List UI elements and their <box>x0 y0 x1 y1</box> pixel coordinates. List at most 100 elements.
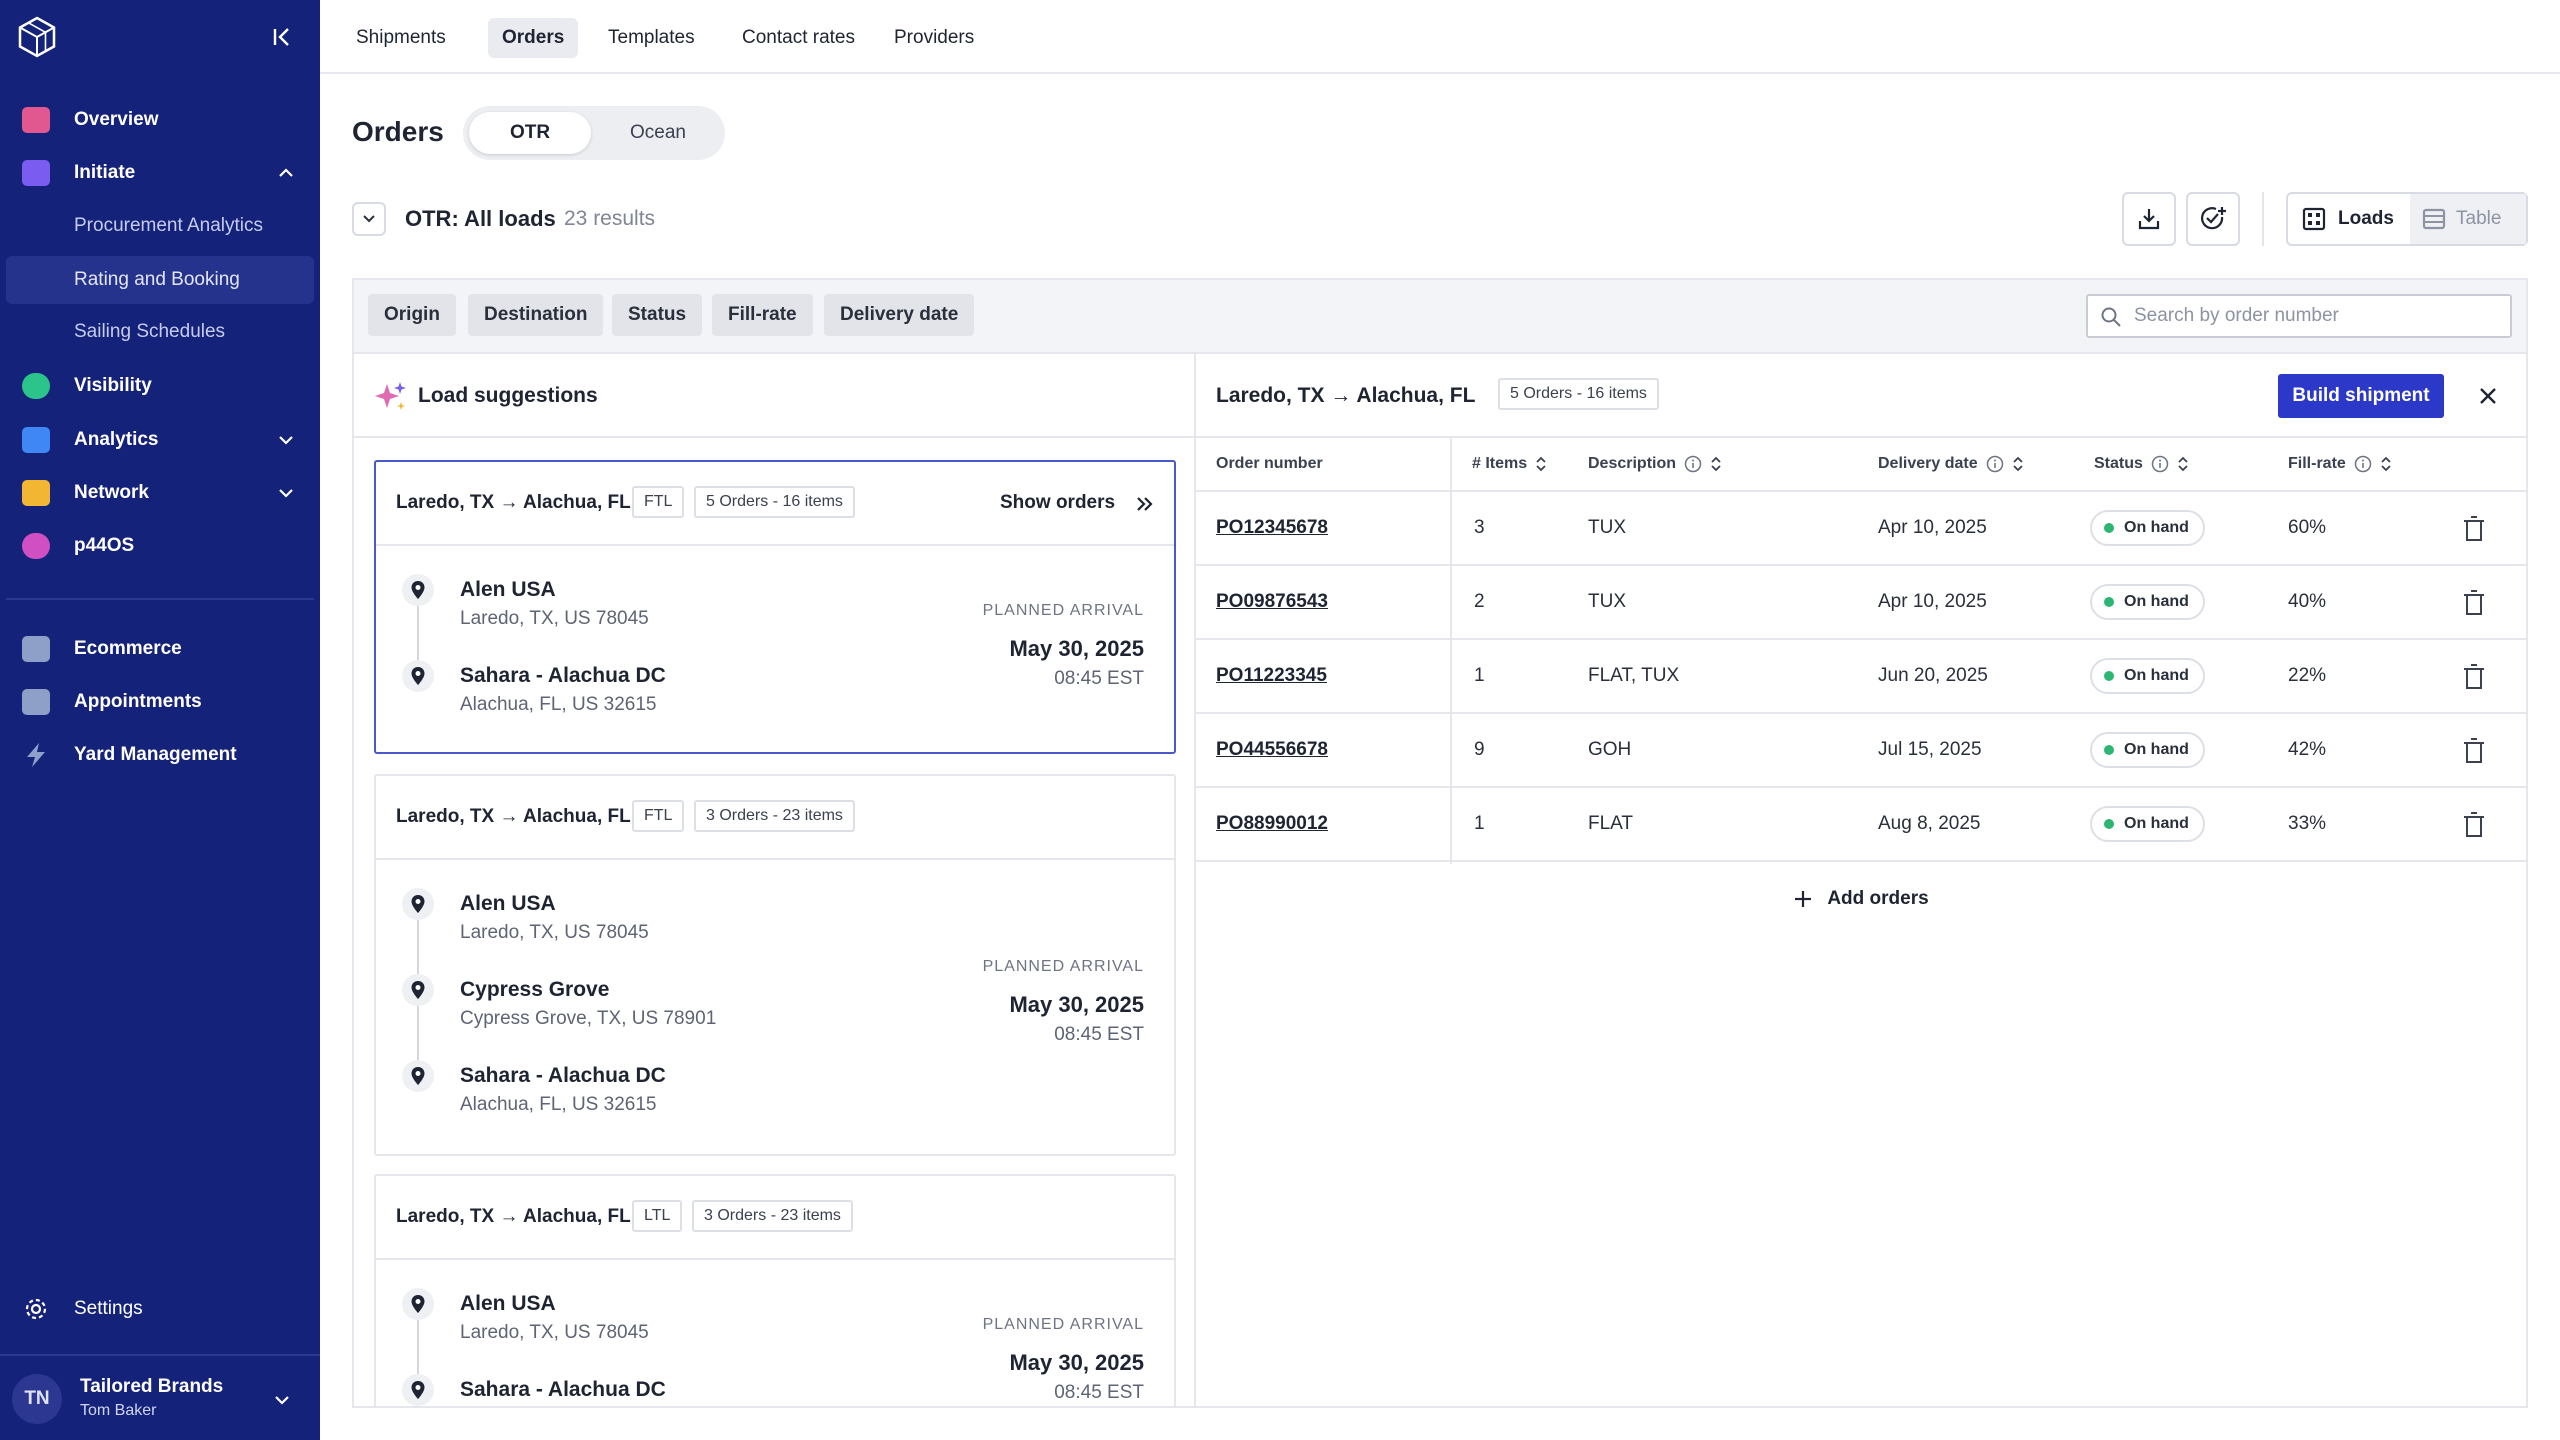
double-chevron-right-icon[interactable] <box>1134 494 1154 514</box>
trash-icon[interactable] <box>2462 812 2486 838</box>
view-table[interactable]: Table <box>2410 194 2526 244</box>
status-label: On hand <box>2124 519 2189 536</box>
load-card[interactable]: Laredo, TX → Alachua, FL LTL 3 Orders - … <box>374 1174 1176 1406</box>
location-pin-icon <box>402 888 434 920</box>
load-card[interactable]: Laredo, TX → Alachua, FL FTL 5 Orders - … <box>374 460 1176 754</box>
user-menu[interactable]: TN Tailored Brands Tom Baker <box>0 1354 320 1440</box>
description-cell: TUX <box>1588 591 1626 612</box>
load-card[interactable]: Laredo, TX → Alachua, FL FTL 3 Orders - … <box>374 774 1176 1156</box>
stop-name: Sahara - Alachua DC <box>460 664 666 687</box>
collapse-sidebar-icon[interactable] <box>270 24 296 50</box>
status-label: On hand <box>2124 815 2189 832</box>
trash-icon[interactable] <box>2462 664 2486 690</box>
nav-label: Overview <box>74 109 159 130</box>
nav-settings[interactable]: Settings <box>0 1283 320 1335</box>
check-add-icon <box>2201 207 2226 230</box>
order-link[interactable]: PO44556678 <box>1216 739 1328 760</box>
download-button[interactable] <box>2122 192 2176 246</box>
stop-address: Cypress Grove, TX, US 78901 <box>460 1008 717 1029</box>
nav-analytics[interactable]: Analytics <box>0 414 320 466</box>
filter-fill-rate[interactable]: Fill-rate <box>712 294 813 336</box>
stop-connector <box>417 604 419 674</box>
sub-item-procurement-analytics[interactable]: Procurement Analytics <box>6 202 314 250</box>
nav-initiate[interactable]: Initiate <box>0 147 320 199</box>
load-summary-tag: 5 Orders - 16 items <box>694 486 855 518</box>
chevron-up-icon <box>279 168 293 177</box>
tab-shipments[interactable]: Shipments <box>356 27 446 48</box>
tab-templates[interactable]: Templates <box>608 27 695 48</box>
filter-toggle-button[interactable] <box>352 202 386 236</box>
column-label: Description <box>1588 455 1677 472</box>
planned-arrival-label: PLANNED ARRIVAL <box>982 602 1144 619</box>
order-link[interactable]: PO12345678 <box>1216 517 1328 538</box>
trash-icon[interactable] <box>2462 516 2486 542</box>
logo-icon[interactable] <box>16 16 58 58</box>
order-link[interactable]: PO11223345 <box>1216 665 1327 686</box>
description-cell: TUX <box>1588 517 1626 538</box>
order-number-cell: PO11223345 <box>1216 640 1327 712</box>
nav-p44os[interactable]: p44OS <box>0 520 320 572</box>
mode-otr[interactable]: OTR <box>469 112 591 154</box>
location-pin-icon <box>402 1060 434 1092</box>
tab-providers[interactable]: Providers <box>894 27 975 48</box>
p44os-icon <box>22 533 50 559</box>
nav-label: Initiate <box>74 162 136 183</box>
appointments-icon <box>22 689 50 715</box>
search-input[interactable] <box>2134 302 2494 330</box>
avatar: TN <box>12 1374 62 1424</box>
column-description[interactable]: Description <box>1588 438 1722 490</box>
sort-icon <box>2381 456 2391 472</box>
description-cell: FLAT, TUX <box>1588 665 1680 686</box>
table-icon <box>2422 208 2446 230</box>
column-order-number[interactable]: Order number <box>1216 438 1323 490</box>
mode-ocean[interactable]: Ocean <box>630 122 686 143</box>
column-delivery-date[interactable]: Delivery date <box>1878 438 2024 490</box>
sub-item-sailing-schedules[interactable]: Sailing Schedules <box>6 308 314 356</box>
grid-icon <box>2302 207 2326 231</box>
stop-address: Laredo, TX, US 78045 <box>460 922 649 943</box>
column-fill-rate[interactable]: Fill-rate <box>2288 438 2392 490</box>
add-orders-button[interactable]: Add orders <box>1196 874 2526 924</box>
add-check-button[interactable] <box>2186 192 2240 246</box>
trash-icon[interactable] <box>2462 590 2486 616</box>
load-card-header: Laredo, TX → Alachua, FL FTL 5 Orders - … <box>376 462 1174 546</box>
stop-name: Alen USA <box>460 892 556 915</box>
build-shipment-button[interactable]: Build shipment <box>2278 374 2444 418</box>
sidebar: Overview Initiate Procurement Analytics … <box>0 0 320 1440</box>
stop-connector <box>417 1318 419 1388</box>
nav-overview[interactable]: Overview <box>0 94 320 146</box>
load-detail-panel: Laredo, TX → Alachua, FL 5 Orders - 16 i… <box>1194 352 2528 1408</box>
nav-network[interactable]: Network <box>0 467 320 519</box>
column-status[interactable]: Status <box>2094 438 2189 490</box>
planned-arrival-date: May 30, 2025 <box>1009 992 1144 1017</box>
tab-contact-rates[interactable]: Contact rates <box>742 27 855 48</box>
org-name: Tailored Brands <box>80 1376 224 1397</box>
view-loads[interactable]: Loads <box>2288 194 2410 244</box>
column-items[interactable]: # Items <box>1472 438 1547 490</box>
filter-delivery-date[interactable]: Delivery date <box>824 294 975 336</box>
trash-icon[interactable] <box>2462 738 2486 764</box>
nav-yard-management[interactable]: Yard Management <box>0 729 320 781</box>
nav-visibility[interactable]: Visibility <box>0 360 320 412</box>
close-icon[interactable] <box>2476 384 2500 408</box>
nav-ecommerce[interactable]: Ecommerce <box>0 623 320 675</box>
location-pin-icon <box>402 974 434 1006</box>
visibility-icon <box>22 373 50 399</box>
status-dot <box>2104 523 2114 533</box>
filter-destination[interactable]: Destination <box>468 294 604 336</box>
nav-appointments[interactable]: Appointments <box>0 676 320 728</box>
load-route: Laredo, TX → Alachua, FL <box>396 1206 631 1227</box>
filter-status[interactable]: Status <box>612 294 703 336</box>
load-route: Laredo, TX → Alachua, FL <box>396 492 631 513</box>
tab-orders[interactable]: Orders <box>488 18 579 58</box>
table-header: Order number # Items Description Deliver… <box>1196 438 2526 492</box>
description-cell: FLAT <box>1588 813 1634 834</box>
load-mode-tag: FTL <box>632 486 685 518</box>
gear-icon <box>25 1298 47 1320</box>
show-orders-button[interactable]: Show orders <box>1000 492 1116 513</box>
stop-address: Alachua, FL, US 32615 <box>460 1094 657 1115</box>
order-link[interactable]: PO09876543 <box>1216 591 1328 612</box>
filter-origin[interactable]: Origin <box>368 294 456 336</box>
order-link[interactable]: PO88990012 <box>1216 813 1328 834</box>
sub-item-rating-and-booking[interactable]: Rating and Booking <box>6 256 314 304</box>
